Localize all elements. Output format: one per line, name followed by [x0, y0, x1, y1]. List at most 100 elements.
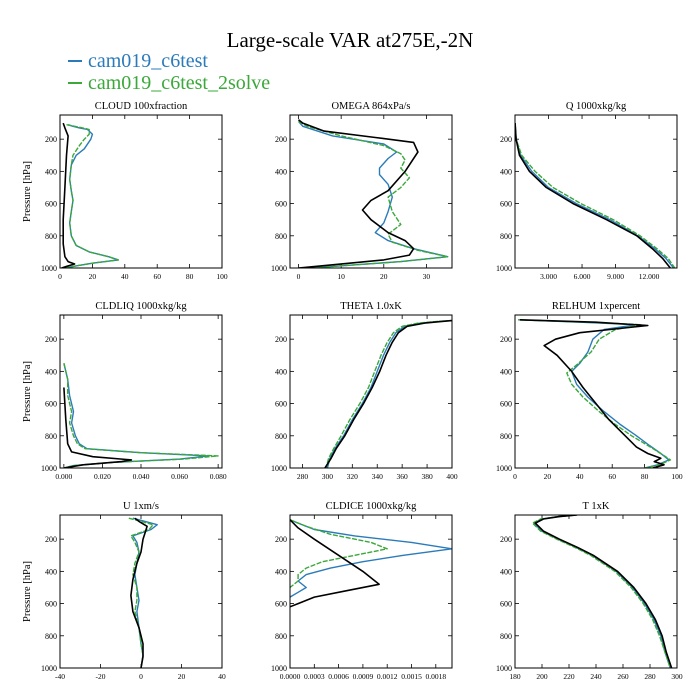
- panel-1-series-green: [64, 124, 119, 268]
- panel-7-xtick-label-4: 40: [218, 672, 226, 681]
- panel-7-ytick-label-1: 400: [45, 567, 57, 576]
- panel-6-series-blue: [518, 319, 670, 468]
- panel-3-ytick-label-1: 400: [500, 167, 512, 176]
- panel-2-ytick-label-1: 400: [275, 167, 287, 176]
- panel-6-series-black: [519, 319, 665, 468]
- panel-6-xtick-label-0: 0: [513, 472, 517, 481]
- panel-3-ytick-label-0: 200: [500, 135, 512, 144]
- panel-2-series-green: [298, 120, 449, 268]
- panel-8-xtick-label-2: 0.0006: [328, 672, 349, 681]
- panel-2-series-blue: [297, 120, 449, 268]
- panel-1-xtick-label-0: 0: [58, 272, 62, 281]
- panel-2-ytick-label-4: 1000: [271, 264, 287, 273]
- panel-7-ytick-label-2: 600: [45, 600, 57, 609]
- panel-5-frame: [289, 314, 453, 469]
- panel-5-xtick-label-3: 340: [372, 472, 384, 481]
- panel-7-series-green: [128, 517, 154, 668]
- panel-8-series-green: [290, 519, 388, 589]
- panel-8-xtick-label-1: 0.0003: [304, 672, 325, 681]
- panel-4: CLDLIQ 1000xkg/kg Pressure [hPa] 200 400 600…: [22, 301, 227, 481]
- panel-4-ylabel: Pressure [hPa]: [22, 361, 33, 422]
- legend-item-series-2: cam019_c6test_2solve: [68, 72, 270, 94]
- panel-2-frame: [289, 114, 453, 269]
- panel-6-xtick-label-2: 40: [576, 472, 584, 481]
- panel-4-title: CLDLIQ 1000xkg/kg: [95, 301, 187, 312]
- panel-8-ytick-label-3: 800: [275, 632, 287, 641]
- panel-8-xtick-label-5: 0.0015: [401, 672, 422, 681]
- panel-2: OMEGA 864xPa/s 200 400 600 800 1000 0 10 20 30: [271, 101, 453, 281]
- panel-8-xtick-label-3: 0.0009: [353, 672, 374, 681]
- panel-7-xtick-label-2: 0: [139, 672, 143, 681]
- panel-3: Q 1000xkg/kg 200 400 600 800 1000 3.000 6.000 9.…: [496, 101, 678, 281]
- panel-4-series-black: [63, 387, 133, 468]
- panel-6-ytick-label-1: 400: [500, 367, 512, 376]
- panel-2-xtick-label-1: 10: [337, 272, 345, 281]
- panel-3-frame: [514, 114, 678, 269]
- panel-3-series-black: [515, 123, 671, 268]
- panel-1-title: CLOUD 100xfraction: [95, 101, 188, 112]
- panel-1-xtick-label-1: 20: [89, 272, 97, 281]
- panel-5-xtick-label-1: 300: [322, 472, 334, 481]
- panel-9-series-blue: [533, 515, 671, 668]
- panel-3-ytick-label-2: 600: [500, 200, 512, 209]
- panel-7-frame: [59, 514, 223, 669]
- panel-2-xtick-label-2: 20: [380, 272, 388, 281]
- panel-7-title: U 1xm/s: [123, 501, 159, 512]
- panel-9-xtick-label-2: 220: [563, 672, 575, 681]
- panel-1-xtick-label-4: 80: [186, 272, 194, 281]
- panel-5-ytick-label-3: 800: [275, 432, 287, 441]
- panel-5: THETA 1.0xK 200 400 600 800 1000 280 300 320 340 3…: [271, 301, 458, 481]
- panel-1-ylabel: Pressure [hPa]: [22, 161, 33, 222]
- panel-6-xtick-label-4: 80: [641, 472, 649, 481]
- legend-label-series-1: cam019_c6test: [88, 49, 208, 72]
- panel-5-xtick-label-0: 280: [297, 472, 309, 481]
- panel-9-ytick-label-0: 200: [500, 535, 512, 544]
- panel-6-title: RELHUM 1xpercent: [552, 301, 640, 312]
- panel-4-xtick-label-4: 0.080: [210, 472, 227, 481]
- panel-5-xtick-label-2: 320: [347, 472, 359, 481]
- panel-1-series-black: [61, 122, 76, 268]
- panel-3-xtick-label-3: 12.000: [639, 272, 660, 281]
- panel-1-ytick-label-4: 1000: [41, 264, 57, 273]
- panel-8-ytick-label-4: 1000: [271, 664, 287, 673]
- panel-8-ytick-label-0: 200: [275, 535, 287, 544]
- panel-4-ytick-label-0: 200: [45, 335, 57, 344]
- panel-4-xtick-label-2: 0.040: [133, 472, 150, 481]
- panel-4-xtick-label-3: 0.060: [171, 472, 188, 481]
- panel-9-xtick-label-1: 200: [536, 672, 548, 681]
- panel-2-series-black: [298, 119, 419, 268]
- panel-5-ytick-label-0: 200: [275, 335, 287, 344]
- panel-9-ytick-label-4: 1000: [496, 664, 512, 673]
- panel-9-title: T 1xK: [583, 501, 610, 512]
- panel-3-xtick-label-1: 6.000: [574, 272, 591, 281]
- panel-5-ytick-label-4: 1000: [271, 464, 287, 473]
- panel-9-xtick-label-4: 260: [617, 672, 629, 681]
- panel-5-ytick-label-2: 600: [275, 400, 287, 409]
- panel-2-ytick-label-0: 200: [275, 135, 287, 144]
- panel-4-xtick-label-1: 0.020: [94, 472, 111, 481]
- panel-2-xtick-label-0: 0: [297, 272, 301, 281]
- panel-5-ytick-label-1: 400: [275, 367, 287, 376]
- panel-4-frame: [59, 314, 223, 469]
- panel-7-ytick-label-3: 800: [45, 632, 57, 641]
- panel-7-xtick-label-0: -40: [55, 672, 65, 681]
- panel-8-frame: [289, 514, 453, 669]
- legend-item-series-1: cam019_c6test: [68, 50, 270, 72]
- panel-4-ytick-label-4: 1000: [41, 464, 57, 473]
- panel-5-series-green: [325, 319, 451, 468]
- panel-9-ytick-label-1: 400: [500, 567, 512, 576]
- panel-1-xtick-label-3: 60: [153, 272, 161, 281]
- panel-8-xtick-label-6: 0.0018: [425, 672, 446, 681]
- legend-label-series-2: cam019_c6test_2solve: [88, 71, 271, 94]
- panel-1-frame: [59, 114, 223, 269]
- panel-8-series-black: [290, 519, 380, 608]
- panel-6-frame: [514, 314, 678, 469]
- panel-3-ytick-label-4: 1000: [496, 264, 512, 273]
- panel-7-series-black: [130, 517, 148, 668]
- panel-1-ytick-label-2: 600: [45, 200, 57, 209]
- panel-5-title: THETA 1.0xK: [340, 301, 402, 312]
- panel-7-ylabel: Pressure [hPa]: [22, 561, 33, 622]
